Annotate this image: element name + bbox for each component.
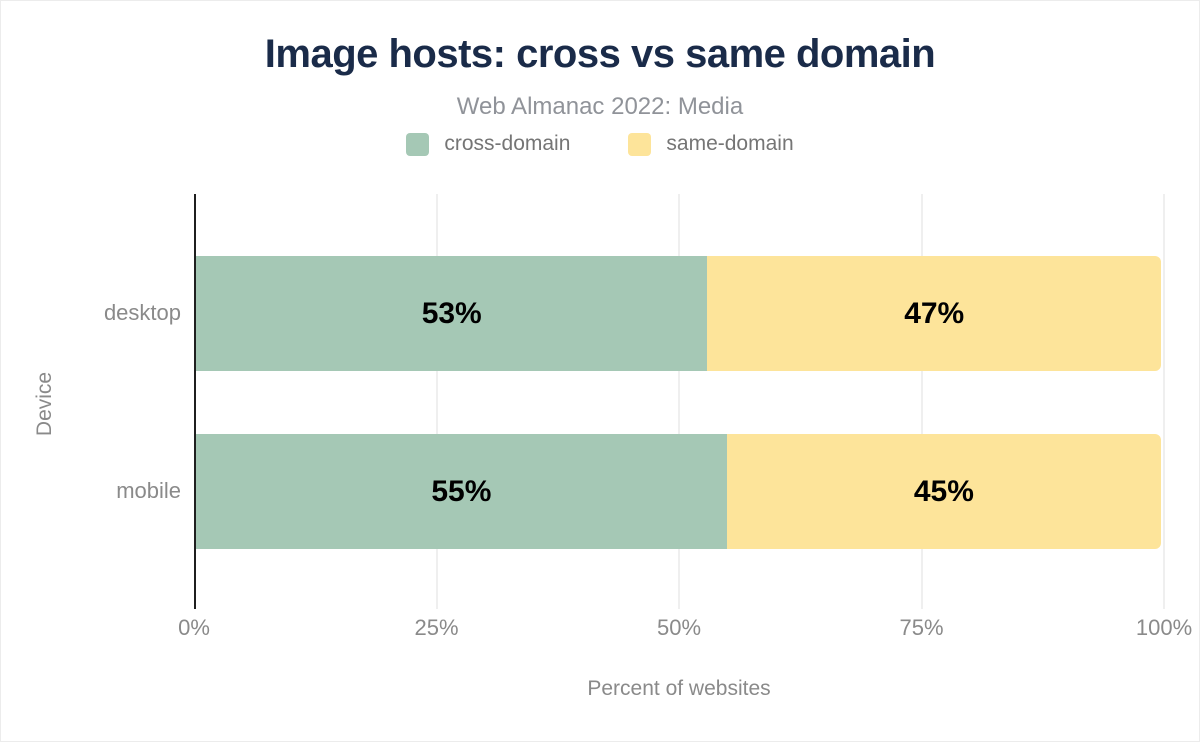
category-label-desktop: desktop: [103, 300, 181, 325]
x-axis: 0% 25% 50% 75% 100%: [178, 615, 1192, 643]
plot-area: 53% 47% 55% 45%: [194, 194, 1165, 609]
bar-row-desktop: 53% 47%: [196, 256, 1161, 371]
y-axis-line: [194, 194, 196, 609]
gridline-75: [920, 194, 923, 609]
bar-value-label-desktop-same-domain: 47%: [904, 296, 965, 330]
bar-row-mobile: 55% 45%: [196, 434, 1161, 549]
gridline-100: [1163, 194, 1165, 609]
x-tick-25: 25%: [414, 615, 459, 640]
bar-segment-mobile-same-domain: 45%: [726, 434, 1161, 549]
bar-value-label-desktop-cross-domain: 53%: [421, 296, 482, 330]
legend: cross-domain same-domain: [1, 132, 1199, 156]
legend-swatch-same-domain-icon: [628, 132, 652, 156]
legend-item-cross-domain: cross-domain: [406, 132, 570, 156]
legend-item-same-domain: same-domain: [628, 132, 794, 156]
category-label-mobile: mobile: [116, 478, 181, 503]
chart-subtitle: Web Almanac 2022: Media: [456, 93, 744, 120]
bar-segment-desktop-cross-domain: 53%: [196, 256, 708, 371]
legend-label-same-domain: same-domain: [666, 132, 794, 155]
x-tick-75: 75%: [899, 615, 944, 640]
bar-segment-desktop-same-domain: 47%: [707, 256, 1161, 371]
chart-title: Image hosts: cross vs same domain: [264, 32, 936, 76]
x-tick-100: 100%: [1135, 615, 1193, 640]
x-axis-title: Percent of websites: [587, 677, 771, 700]
gridline-50: [678, 194, 680, 609]
y-axis-title: Device: [33, 371, 56, 437]
bar-segment-mobile-cross-domain: 55%: [196, 434, 727, 549]
x-tick-50: 50%: [656, 615, 702, 640]
gridline-25: [435, 194, 438, 609]
x-tick-0: 0%: [178, 615, 210, 640]
bar-value-label-mobile-cross-domain: 55%: [431, 474, 492, 508]
legend-swatch-cross-domain-icon: [406, 132, 430, 156]
legend-label-cross-domain: cross-domain: [444, 132, 571, 155]
bar-value-label-mobile-same-domain: 45%: [913, 474, 974, 508]
